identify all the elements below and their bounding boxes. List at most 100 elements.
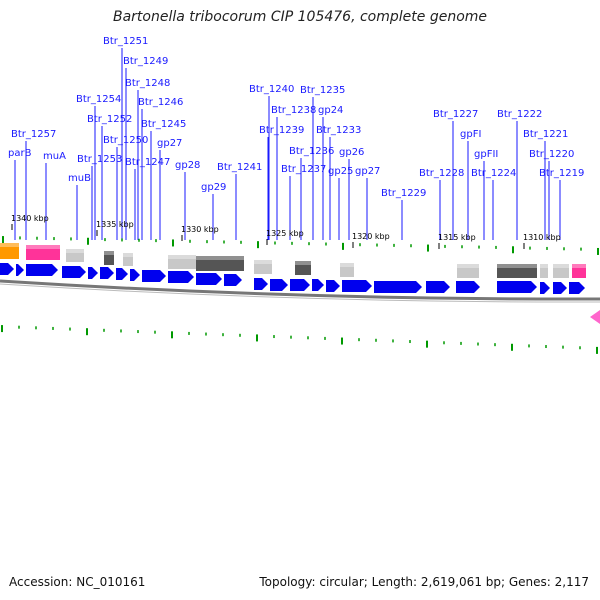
cds-arrow[interactable] bbox=[88, 267, 98, 279]
cds-arrow[interactable] bbox=[426, 281, 450, 293]
label-leader-lines bbox=[14, 48, 561, 240]
feature-box-highlight bbox=[457, 264, 479, 268]
feature-box[interactable] bbox=[196, 256, 244, 271]
feature-box-highlight bbox=[572, 264, 586, 268]
feature-box[interactable] bbox=[295, 261, 311, 275]
cds-arrow[interactable] bbox=[569, 282, 585, 294]
feature-box[interactable] bbox=[553, 264, 569, 278]
cds-arrow[interactable] bbox=[270, 279, 288, 291]
gene-label[interactable]: Btr_1247 bbox=[125, 157, 170, 168]
gene-label[interactable]: Btr_1239 bbox=[259, 125, 304, 136]
cds-arrow[interactable] bbox=[553, 282, 567, 294]
cds-arrow[interactable] bbox=[456, 281, 480, 293]
magenta-marker bbox=[590, 310, 600, 324]
scale-label: 1320 kbp bbox=[352, 232, 390, 241]
gene-label[interactable]: Btr_1241 bbox=[217, 162, 262, 173]
gene-label[interactable]: Btr_1237 bbox=[281, 164, 326, 175]
cds-arrow[interactable] bbox=[326, 280, 340, 292]
gene-label[interactable]: Btr_1236 bbox=[289, 146, 334, 157]
cds-arrow[interactable] bbox=[342, 280, 372, 292]
cds-arrow[interactable] bbox=[224, 274, 242, 286]
feature-box[interactable] bbox=[497, 264, 537, 278]
feature-box[interactable] bbox=[540, 264, 548, 278]
gene-label[interactable]: gp24 bbox=[318, 105, 343, 116]
cds-arrow[interactable] bbox=[168, 271, 194, 283]
gene-label[interactable]: Btr_1240 bbox=[249, 84, 294, 95]
gene-label[interactable]: Btr_1219 bbox=[539, 168, 584, 179]
cds-arrow[interactable] bbox=[16, 264, 24, 276]
gene-label[interactable]: Btr_1229 bbox=[381, 188, 426, 199]
gene-label[interactable]: muB bbox=[68, 173, 91, 184]
feature-box[interactable] bbox=[123, 253, 133, 266]
gene-label[interactable]: Btr_1220 bbox=[529, 149, 574, 160]
scale-label: 1310 kbp bbox=[523, 233, 561, 242]
feature-box[interactable] bbox=[26, 245, 60, 260]
feature-box[interactable] bbox=[66, 249, 84, 262]
gene-label[interactable]: gp27 bbox=[157, 138, 182, 149]
feature-box[interactable] bbox=[572, 264, 586, 278]
gene-label[interactable]: gpFII bbox=[474, 149, 498, 160]
gene-label[interactable]: Btr_1235 bbox=[300, 85, 345, 96]
feature-box-highlight bbox=[295, 261, 311, 265]
gene-label[interactable]: Btr_1254 bbox=[76, 94, 121, 105]
cds-arrow[interactable] bbox=[116, 268, 128, 280]
gene-label[interactable]: gp29 bbox=[201, 182, 226, 193]
genome-backbone-shadow bbox=[0, 283, 600, 303]
feature-box-highlight bbox=[26, 245, 60, 249]
feature-box-highlight bbox=[104, 251, 114, 255]
gene-label[interactable]: gp28 bbox=[175, 160, 200, 171]
feature-box[interactable] bbox=[0, 243, 19, 259]
cds-arrow[interactable] bbox=[312, 279, 324, 291]
feature-box-highlight bbox=[123, 253, 133, 257]
feature-box[interactable] bbox=[254, 260, 272, 274]
gene-label[interactable]: Btr_1224 bbox=[471, 168, 516, 179]
gene-label[interactable]: Btr_1246 bbox=[138, 97, 183, 108]
gene-label[interactable]: Btr_1238 bbox=[271, 105, 316, 116]
gene-label[interactable]: gp27 bbox=[355, 166, 380, 177]
lower-scale-ticks bbox=[1, 325, 598, 354]
gene-label[interactable]: Btr_1233 bbox=[316, 125, 361, 136]
cds-arrow[interactable] bbox=[254, 278, 268, 290]
gene-label[interactable]: Btr_1250 bbox=[103, 135, 148, 146]
gene-label[interactable]: Btr_1253 bbox=[77, 154, 122, 165]
feature-box[interactable] bbox=[340, 263, 354, 277]
gene-label[interactable]: Btr_1257 bbox=[11, 129, 56, 140]
cds-arrow[interactable] bbox=[374, 281, 422, 293]
genome-stats-text: Topology: circular; Length: 2,619,061 bp… bbox=[259, 575, 589, 589]
gene-label[interactable]: Btr_1252 bbox=[87, 114, 132, 125]
gene-label[interactable]: gp26 bbox=[339, 147, 364, 158]
feature-box-highlight bbox=[168, 255, 196, 259]
cds-arrow[interactable] bbox=[497, 281, 537, 293]
cds-arrow[interactable] bbox=[26, 264, 58, 276]
scale-label: 1330 kbp bbox=[181, 225, 219, 234]
gene-label[interactable]: parB bbox=[8, 148, 32, 159]
cds-arrow[interactable] bbox=[62, 266, 86, 278]
cds-arrow[interactable] bbox=[0, 263, 14, 275]
feature-box[interactable] bbox=[104, 251, 114, 265]
gene-label[interactable]: gpFI bbox=[460, 129, 481, 140]
gene-label[interactable]: Btr_1228 bbox=[419, 168, 464, 179]
feature-box-highlight bbox=[66, 249, 84, 253]
gene-label[interactable]: Btr_1222 bbox=[497, 109, 542, 120]
gene-label[interactable]: Btr_1248 bbox=[125, 78, 170, 89]
cds-track bbox=[0, 263, 585, 294]
cds-arrow[interactable] bbox=[100, 267, 114, 279]
scale-ruler: 1340 kbp 1335 kbp 1330 kbp 1325 kbp 1320 kbp… bbox=[2, 214, 599, 255]
cds-arrow[interactable] bbox=[540, 282, 550, 294]
cds-arrow[interactable] bbox=[142, 270, 166, 282]
cds-arrow[interactable] bbox=[130, 269, 140, 281]
cds-arrow[interactable] bbox=[290, 279, 310, 291]
accession-text: Accession: NC_010161 bbox=[9, 575, 146, 589]
cds-arrow[interactable] bbox=[196, 273, 222, 285]
gene-label[interactable]: Btr_1227 bbox=[433, 109, 478, 120]
gene-label[interactable]: gp25 bbox=[328, 166, 353, 177]
gene-label[interactable]: Btr_1251 bbox=[103, 36, 148, 47]
scale-label: 1340 kbp bbox=[11, 214, 49, 223]
gene-label[interactable]: muA bbox=[43, 151, 66, 162]
feature-box[interactable] bbox=[168, 255, 196, 269]
gene-label[interactable]: Btr_1221 bbox=[523, 129, 568, 140]
feature-box[interactable] bbox=[457, 264, 479, 278]
gene-label[interactable]: Btr_1245 bbox=[141, 119, 186, 130]
gene-label[interactable]: Btr_1249 bbox=[123, 56, 168, 67]
